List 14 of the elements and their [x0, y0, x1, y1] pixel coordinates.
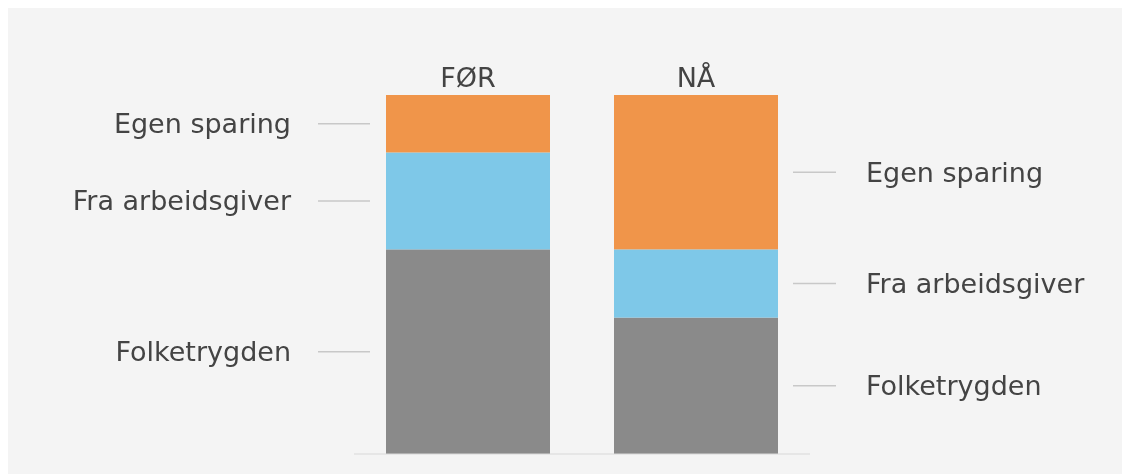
text: Folketrygden — [115, 336, 291, 368]
bar — [386, 95, 550, 153]
bar — [614, 249, 778, 318]
text: Fra arbeidsgiver — [866, 267, 1086, 299]
text: Fra arbeidsgiver — [72, 185, 291, 217]
x-tick-label: FØR — [440, 62, 496, 93]
bar — [386, 152, 550, 250]
text: Egen sparing — [866, 156, 1044, 188]
text: Folketrygden — [866, 370, 1042, 402]
text: Egen sparing — [113, 108, 291, 140]
x-tick-label: NÅ — [676, 62, 716, 93]
bar — [386, 249, 550, 454]
bar — [614, 95, 778, 250]
bar — [614, 317, 778, 454]
